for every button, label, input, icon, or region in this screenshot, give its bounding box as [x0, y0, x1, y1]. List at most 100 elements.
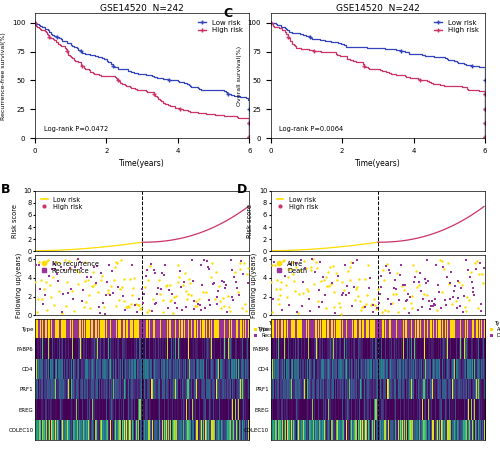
Point: [288, 259, 296, 266]
Point: [330, 304, 338, 311]
Point: [362, 301, 370, 308]
Point: [93, 262, 101, 269]
Point: [435, 288, 443, 295]
Point: [306, 263, 314, 270]
Point: [58, 308, 66, 316]
Point: [392, 285, 400, 292]
Point: [270, 295, 278, 303]
Point: [228, 266, 236, 273]
Point: [394, 309, 402, 316]
Y-axis label: Recurrence-free survival(%): Recurrence-free survival(%): [1, 32, 6, 120]
Point: [414, 281, 422, 288]
Point: [91, 280, 99, 287]
Point: [99, 299, 107, 306]
Point: [124, 302, 132, 309]
Point: [460, 304, 468, 311]
Point: [174, 278, 182, 285]
Point: [450, 287, 458, 295]
Point: [158, 269, 166, 277]
Point: [404, 290, 412, 297]
Point: [70, 308, 78, 315]
Point: [421, 275, 429, 282]
Point: [186, 279, 194, 286]
Point: [133, 308, 141, 316]
Point: [225, 304, 233, 311]
Point: [50, 302, 58, 309]
Point: [104, 289, 112, 296]
Point: [298, 303, 306, 310]
Point: [341, 261, 349, 268]
Point: [84, 277, 92, 284]
Point: [174, 262, 182, 269]
Point: [371, 301, 379, 308]
Point: [216, 297, 224, 304]
Legend: Alive, Death: Alive, Death: [490, 321, 500, 339]
Point: [271, 262, 279, 269]
Point: [40, 285, 48, 292]
Point: [374, 299, 382, 307]
Point: [184, 295, 192, 302]
Point: [368, 308, 376, 316]
Point: [320, 291, 328, 298]
Point: [294, 308, 302, 316]
Point: [426, 305, 434, 313]
Legend: Low risk, High risk: Low risk, High risk: [196, 17, 246, 36]
Point: [226, 307, 234, 314]
Point: [268, 261, 276, 268]
Point: [142, 273, 150, 280]
Point: [163, 282, 171, 289]
Point: [313, 264, 321, 271]
Point: [211, 295, 219, 303]
Point: [436, 257, 444, 264]
Point: [78, 297, 86, 304]
Point: [308, 266, 316, 273]
Point: [444, 280, 452, 287]
Point: [196, 301, 203, 308]
Point: [338, 278, 346, 286]
Point: [118, 284, 126, 291]
Point: [413, 283, 421, 291]
Point: [98, 272, 106, 279]
Point: [405, 310, 413, 317]
Point: [389, 291, 397, 298]
Point: [182, 304, 190, 311]
Point: [166, 297, 174, 304]
Point: [468, 285, 476, 292]
Point: [310, 280, 318, 287]
Point: [325, 282, 333, 289]
Point: [446, 295, 454, 303]
Point: [185, 275, 193, 282]
Legend: Low risk, High risk: Low risk, High risk: [274, 194, 321, 212]
Point: [202, 289, 210, 296]
Point: [138, 286, 146, 293]
Point: [47, 294, 55, 301]
Point: [82, 298, 90, 305]
Point: [168, 296, 175, 303]
Point: [360, 303, 368, 310]
Point: [422, 291, 430, 298]
Point: [386, 266, 394, 273]
Point: [146, 263, 154, 270]
Point: [328, 280, 336, 287]
Point: [171, 299, 179, 306]
Point: [336, 303, 344, 310]
Point: [144, 276, 152, 283]
Point: [64, 257, 72, 264]
Point: [268, 308, 276, 316]
Point: [300, 257, 308, 264]
Point: [147, 260, 155, 267]
Point: [134, 295, 142, 303]
Point: [322, 304, 330, 312]
Point: [351, 296, 359, 304]
Point: [152, 299, 160, 306]
Point: [188, 256, 196, 264]
Point: [199, 288, 207, 295]
Point: [68, 288, 76, 295]
Point: [417, 287, 425, 294]
Point: [115, 296, 123, 304]
Point: [395, 297, 403, 304]
Point: [470, 288, 478, 295]
Point: [451, 283, 459, 290]
Point: [131, 301, 139, 308]
Point: [472, 265, 480, 272]
